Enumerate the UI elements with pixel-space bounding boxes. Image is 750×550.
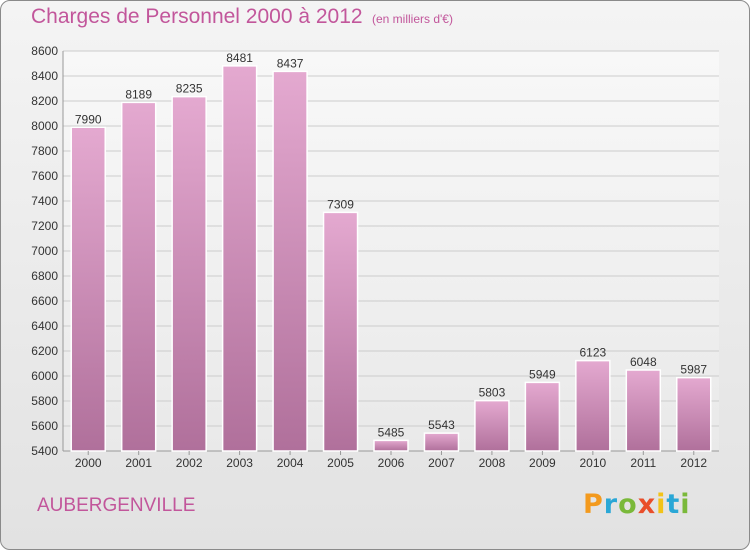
logo-letter: P	[583, 489, 604, 520]
y-tick-label: 5600	[31, 419, 58, 433]
logo-letter: i	[656, 489, 667, 520]
bar	[221, 65, 258, 452]
data-label: 7309	[327, 197, 354, 211]
y-tick-label: 8000	[31, 119, 58, 133]
y-tick-label: 7200	[31, 219, 58, 233]
data-label: 8437	[277, 56, 304, 70]
data-label: 5949	[529, 367, 556, 381]
bar	[625, 369, 662, 452]
bar	[524, 381, 561, 452]
logo-letter: i	[680, 489, 691, 520]
x-tick-label: 2004	[277, 456, 304, 470]
logo-letter: r	[603, 489, 619, 520]
bar	[474, 399, 510, 452]
y-tick-label: 8400	[31, 69, 58, 83]
y-tick-label: 7400	[31, 194, 58, 208]
y-tick-label: 5400	[31, 444, 58, 458]
x-tick-label: 2007	[428, 456, 455, 470]
bar	[575, 359, 611, 452]
data-label: 7990	[75, 112, 102, 126]
bar	[373, 439, 409, 452]
proxiti-logo[interactable]: Proxiti	[583, 489, 691, 520]
bar	[70, 126, 106, 452]
y-tick-label: 7800	[31, 144, 58, 158]
y-tick-label: 6000	[31, 369, 58, 383]
bar	[676, 376, 712, 452]
y-tick-label: 7600	[31, 169, 58, 183]
bar	[272, 70, 308, 452]
bar	[171, 95, 207, 452]
data-label: 6123	[579, 346, 606, 360]
x-tick-label: 2005	[327, 456, 354, 470]
x-tick-label: 2011	[630, 456, 656, 470]
data-label: 5803	[479, 386, 506, 400]
logo-letter: o	[618, 489, 638, 520]
y-tick-label: 8200	[31, 94, 58, 108]
data-label: 6048	[630, 355, 657, 369]
y-tick-label: 6200	[31, 344, 58, 358]
x-tick-label: 2001	[125, 456, 152, 470]
y-tick-label: 6600	[31, 294, 58, 308]
data-label: 5987	[680, 363, 707, 377]
y-tick-label: 8600	[31, 44, 58, 58]
data-label: 5543	[428, 418, 455, 432]
x-tick-label: 2012	[680, 456, 707, 470]
data-label: 5485	[378, 425, 405, 439]
x-tick-label: 2010	[579, 456, 606, 470]
y-tick-label: 7000	[31, 244, 58, 258]
y-tick-label: 6400	[31, 319, 58, 333]
bar	[120, 101, 157, 452]
logo-letter: t	[666, 489, 681, 520]
x-tick-label: 2006	[378, 456, 405, 470]
y-tick-label: 5800	[31, 394, 58, 408]
x-tick-label: 2000	[75, 456, 102, 470]
y-tick-label: 6800	[31, 269, 58, 283]
data-label: 8235	[176, 82, 203, 96]
x-tick-label: 2008	[479, 456, 506, 470]
bar	[423, 432, 460, 452]
chart-title: Charges de Personnel 2000 à 2012	[31, 5, 363, 28]
logo-letter: x	[637, 489, 657, 520]
chart-subtitle: (en milliers d'€)	[372, 12, 453, 26]
data-label: 8189	[125, 87, 152, 101]
x-tick-label: 2002	[176, 456, 203, 470]
x-tick-label: 2009	[529, 456, 556, 470]
x-tick-label: 2003	[226, 456, 253, 470]
data-label: 8481	[226, 51, 253, 65]
city-name: AUBERGENVILLE	[37, 495, 196, 516]
bar	[322, 211, 359, 452]
